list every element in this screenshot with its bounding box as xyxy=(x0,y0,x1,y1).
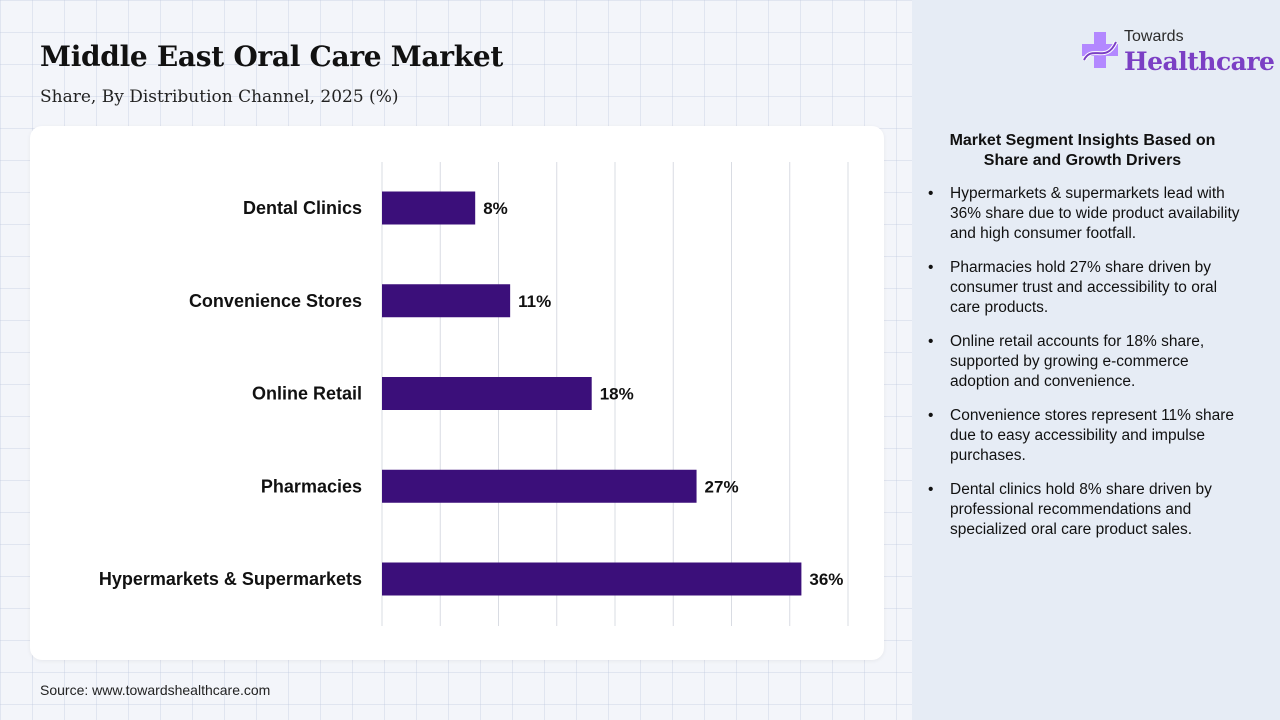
category-label: Hypermarkets & Supermarkets xyxy=(99,569,362,589)
value-label: 18% xyxy=(600,385,634,404)
category-label: Pharmacies xyxy=(261,476,362,496)
insight-text: Convenience stores represent 11% share d… xyxy=(950,407,1235,464)
logo-text-towards: Towards xyxy=(1124,28,1184,45)
value-label: 27% xyxy=(705,477,739,496)
value-label: 11% xyxy=(518,292,551,311)
value-label: 36% xyxy=(809,570,843,589)
category-label: Dental Clinics xyxy=(243,198,362,218)
value-label: 8% xyxy=(483,199,508,218)
bar xyxy=(382,562,802,596)
bullet-icon: • xyxy=(928,185,934,202)
insight-item: • Pharmacies hold 27% share driven by con… xyxy=(928,258,1240,318)
bar xyxy=(382,284,511,318)
insight-item: • Hypermarkets & supermarkets lead with 3… xyxy=(928,184,1240,244)
insight-item: • Dental clinics hold 8% share driven by … xyxy=(928,480,1240,540)
main-area: Middle East Oral Care Market Share, By D… xyxy=(30,40,884,698)
logo-text-healthcare: Healthcare xyxy=(1124,47,1275,76)
logo: Towards Healthcare xyxy=(1080,28,1275,80)
page-subtitle: Share, By Distribution Channel, 2025 (%) xyxy=(40,87,399,107)
page-title: Middle East Oral Care Market xyxy=(40,40,503,73)
insight-text: Hypermarkets & supermarkets lead with 36… xyxy=(950,185,1240,242)
source-note: Source: www.towardshealthcare.com xyxy=(40,682,271,698)
insight-item: • Convenience stores represent 11% share … xyxy=(928,406,1240,466)
medical-cross-icon xyxy=(1082,32,1118,68)
bar xyxy=(382,377,592,410)
insight-text: Pharmacies hold 27% share driven by cons… xyxy=(950,259,1218,316)
insight-text: Dental clinics hold 8% share driven by p… xyxy=(950,481,1212,538)
bar xyxy=(382,469,697,503)
category-label: Online Retail xyxy=(252,384,362,404)
insights-list: • Hypermarkets & supermarkets lead with 3… xyxy=(928,184,1240,554)
bullet-icon: • xyxy=(928,407,934,424)
insight-text: Online retail accounts for 18% share, su… xyxy=(950,333,1205,390)
bar-chart: Dental Clinics 8% Convenience Stores 11% Onl… xyxy=(99,162,849,626)
chart-card: Dental Clinics 8% Convenience Stores 11% Onl… xyxy=(30,126,884,660)
insight-item: • Online retail accounts for 18% share, s… xyxy=(928,332,1240,392)
insights-title: Market Segment Insights Based on Share a… xyxy=(949,132,1216,169)
bullet-icon: • xyxy=(928,333,934,350)
bullet-icon: • xyxy=(928,259,934,276)
insights-panel xyxy=(912,0,1280,720)
bar xyxy=(382,191,476,225)
category-label: Convenience Stores xyxy=(189,291,362,311)
bullet-icon: • xyxy=(928,481,934,498)
